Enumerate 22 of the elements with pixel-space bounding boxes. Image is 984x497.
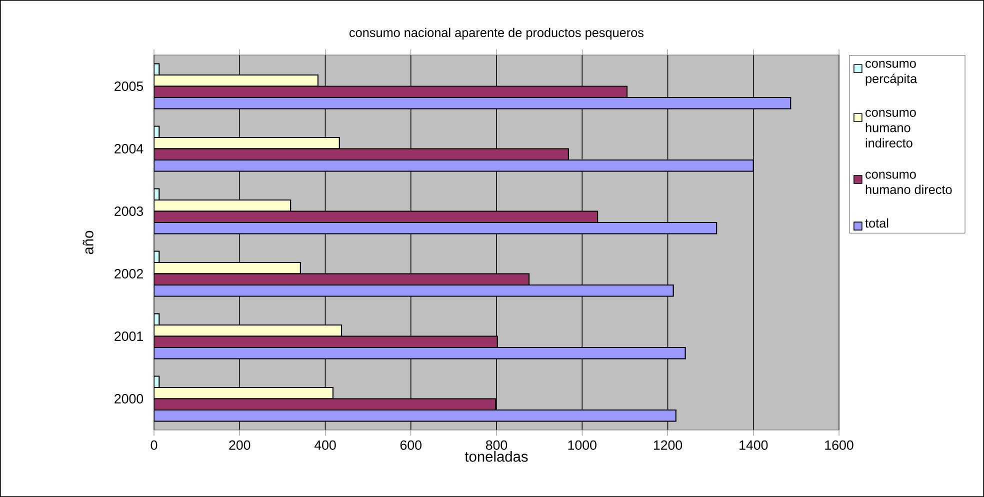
x-axis-title: toneladas [464,451,528,462]
y-tick-label: 2005 [114,82,144,91]
x-tick-label: 600 [400,440,422,450]
x-tick-label: 800 [486,440,508,450]
x-tick-label: 0 [150,440,158,450]
chart-title: consumo nacional aparente de productos pesqueros [350,28,644,40]
x-tick-label: 1400 [740,440,768,450]
x-tick-label: 1000 [568,440,596,450]
legend-label: consumo percápita [866,60,918,86]
legend-label: consumo humano directo [866,172,952,194]
x-tick-label: 1600 [825,440,854,450]
legend-label: total [865,218,888,228]
x-tick-label: 1200 [654,440,682,450]
y-axis-title: año [82,230,94,254]
y-tick-label: 2001 [114,332,143,341]
x-tick-label: 200 [229,440,250,450]
legend-label: consumo humano indirecto [866,110,916,148]
y-tick-label: 2004 [114,144,144,154]
y-tick-label: 2000 [114,394,144,404]
y-tick-label: 2002 [114,269,143,278]
x-tick-label: 400 [314,440,336,450]
y-tick-label: 2003 [114,206,144,216]
